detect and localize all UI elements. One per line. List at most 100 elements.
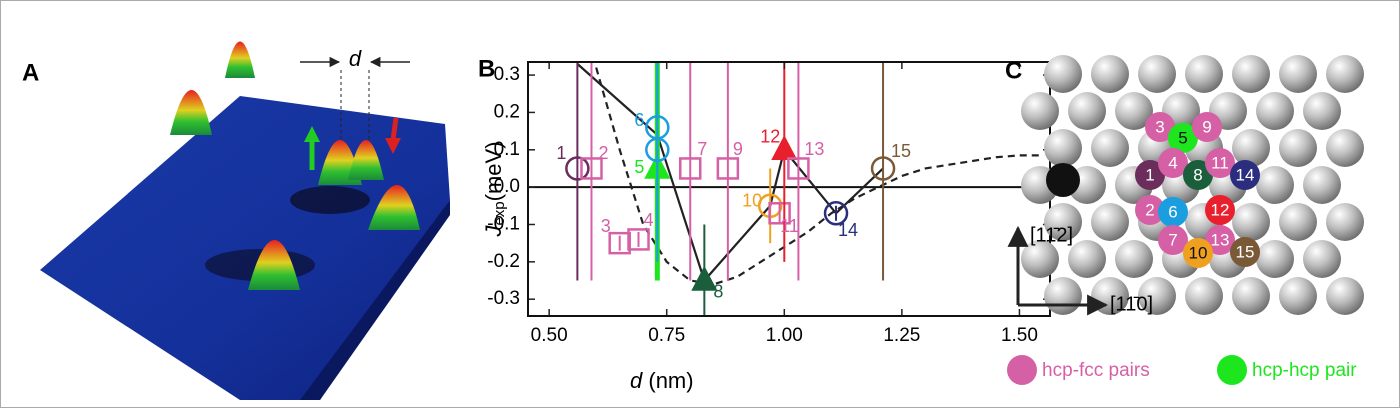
substrate-atom [1185,277,1223,315]
substrate-atom [1303,166,1341,204]
site [1158,225,1188,255]
point-label: 13 [804,139,824,159]
site-label: 5 [1178,128,1187,147]
point-label: 14 [838,220,858,240]
point-label: 4 [644,210,654,230]
x-tick-label: 0.50 [531,325,568,346]
site [1205,148,1235,178]
substrate-atom [1091,129,1129,167]
substrate-atom [1256,92,1294,130]
substrate-atom [1279,277,1317,315]
x-tick-label: 1.00 [766,325,803,346]
marker [823,201,849,226]
point-label: 9 [733,139,743,159]
legend-swatch [1007,355,1037,385]
substrate-atom [1115,240,1153,278]
site [1230,237,1260,267]
marker [787,157,810,180]
y-tick-label: 0.0 [494,176,520,197]
site [1183,238,1213,268]
site-label: 8 [1193,165,1202,184]
substrate-atom [1279,55,1317,93]
marker [768,202,791,225]
site-label: 2 [1145,200,1154,219]
legend: hcp-fcc pairs hcp-hcp pair [1007,355,1357,385]
site-label: 11 [1211,153,1229,172]
x-label-unit: (nm) [648,368,693,393]
point-label: 3 [601,216,611,236]
substrate-atom [1044,129,1082,167]
point-label: 6 [634,110,644,130]
point-label: 8 [713,281,723,301]
substrate-atom [1256,240,1294,278]
plot-area [528,62,1050,316]
site [1158,148,1188,178]
substrate-atom [1115,92,1153,130]
substrate-atom [1068,240,1106,278]
substrate-atom [1185,55,1223,93]
substrate-atom [1044,55,1082,93]
site [1135,195,1165,225]
substrate-atom [1021,92,1059,130]
point-label: 10 [742,191,762,211]
substrate-atom [1326,277,1364,315]
site [1230,160,1260,190]
y-tick-label: -0.2 [487,251,520,272]
site-label: 13 [1211,230,1230,249]
point-label: 11 [780,216,799,236]
substrate-atom [1326,203,1364,241]
marker [580,157,603,180]
substrate-atom [1044,277,1082,315]
x-label-main: d [630,368,643,393]
substrate-atom [1303,240,1341,278]
marker [645,137,670,163]
y-label-sub: exp [491,201,508,225]
adatom-peak [348,140,384,180]
panel-label: C [1005,57,1022,84]
point-label: 12 [760,127,780,147]
point-label: 1 [556,143,566,163]
substrate-atom [1326,129,1364,167]
legend-label: hcp-fcc pairs [1042,360,1150,381]
substrate-atom [1279,129,1317,167]
y-axis-label: Jexp(meV) [481,141,508,237]
substrate-atom [1138,277,1176,315]
direction-label: [11̄2] [1030,224,1073,246]
substrate-atom [1091,55,1129,93]
x-tick-label: 1.50 [1001,325,1038,346]
site [1158,197,1188,227]
y-tick-label: 0.3 [494,64,520,85]
substrate-atom [1279,203,1317,241]
y-tick-label: -0.3 [487,288,520,309]
y-tick-label: 0.2 [494,101,520,122]
legend-label: hcp-hcp pair [1252,360,1357,381]
substrate-atom [1326,55,1364,93]
marker [678,157,702,180]
site-label: 4 [1168,153,1177,172]
site [1183,160,1213,190]
site-label: 6 [1168,202,1177,221]
site-label: 14 [1236,165,1255,184]
substrate-atom [1232,277,1270,315]
y-tick-label: 0.1 [494,139,520,160]
substrate-atom [1232,129,1270,167]
site-label: 10 [1189,243,1208,262]
surface-edge [300,200,450,400]
site-label: 9 [1202,117,1211,136]
panel-label: A [22,59,39,86]
site [1205,225,1235,255]
point-label: 5 [634,157,644,177]
reference-atom [1046,163,1080,197]
site-label: 12 [1211,200,1230,219]
marker [870,156,896,181]
site [1135,160,1165,190]
site [1168,123,1198,153]
substrate-atom [1303,92,1341,130]
spin-arrow [390,117,399,141]
site [1205,195,1235,225]
legend-swatch [1217,355,1247,385]
marker [627,228,650,251]
substrate-atom [1044,203,1082,241]
substrate-atom [1256,166,1294,204]
